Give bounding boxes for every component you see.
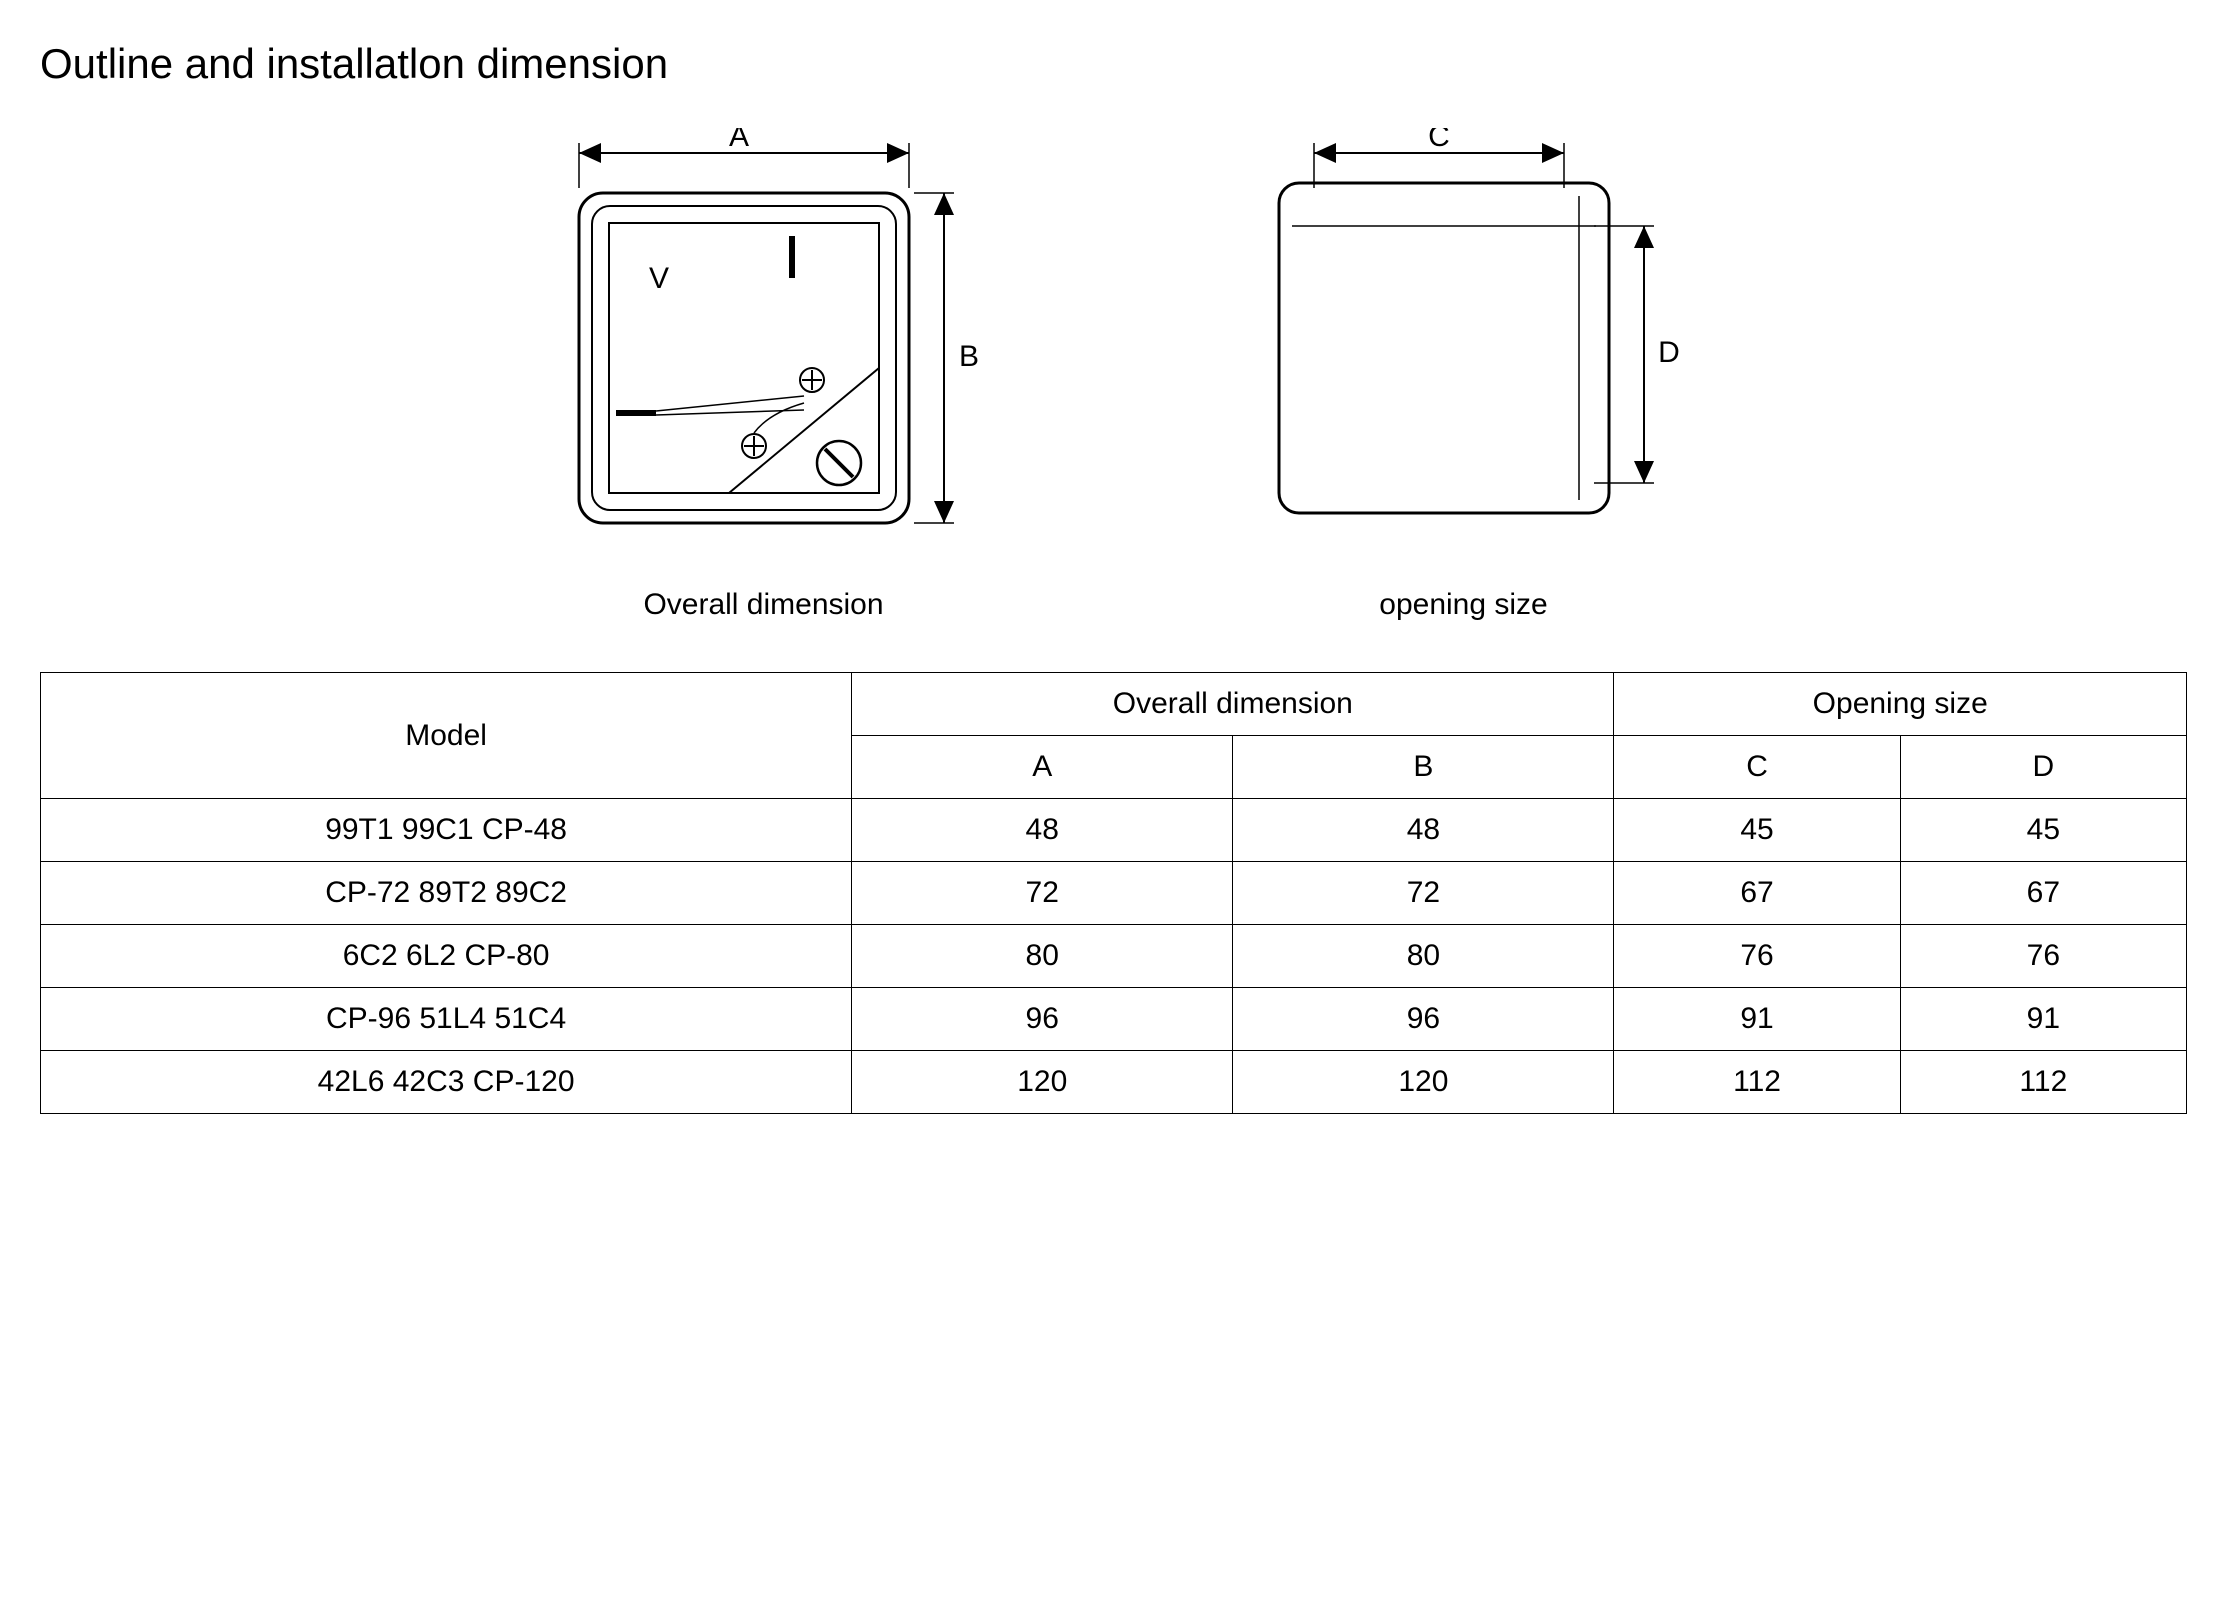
col-b-header: B bbox=[1233, 736, 1614, 799]
table-cell-a: 96 bbox=[852, 988, 1233, 1051]
table-cell-c: 45 bbox=[1614, 799, 1900, 862]
table-cell-model: 99T1 99C1 CP-48 bbox=[41, 799, 852, 862]
table-cell-c: 67 bbox=[1614, 862, 1900, 925]
table-cell-d: 91 bbox=[1900, 988, 2186, 1051]
meter-v-label: V bbox=[649, 262, 669, 295]
table-row: 99T1 99C1 CP-4848484545 bbox=[41, 799, 2187, 862]
table-cell-d: 45 bbox=[1900, 799, 2186, 862]
table-cell-b: 48 bbox=[1233, 799, 1614, 862]
table-cell-c: 76 bbox=[1614, 925, 1900, 988]
table-cell-b: 72 bbox=[1233, 862, 1614, 925]
opening-size-diagram: C D opening size bbox=[1224, 128, 1704, 622]
dim-d-label: D bbox=[1658, 336, 1680, 369]
col-opening-header: Opening size bbox=[1614, 673, 2187, 736]
table-row: CP-96 51L4 51C496969191 bbox=[41, 988, 2187, 1051]
table-cell-c: 112 bbox=[1614, 1051, 1900, 1114]
table-cell-b: 80 bbox=[1233, 925, 1614, 988]
table-cell-a: 48 bbox=[852, 799, 1233, 862]
diagrams-row: A B V bbox=[40, 128, 2187, 622]
col-overall-header: Overall dimension bbox=[852, 673, 1614, 736]
adjust-screw-icon bbox=[817, 441, 861, 485]
table-row: CP-72 89T2 89C272726767 bbox=[41, 862, 2187, 925]
col-a-header: A bbox=[852, 736, 1233, 799]
overall-dimension-diagram: A B V bbox=[524, 128, 1004, 622]
overall-dimension-caption: Overall dimension bbox=[643, 588, 883, 622]
table-cell-a: 120 bbox=[852, 1051, 1233, 1114]
col-model-header: Model bbox=[41, 673, 852, 799]
table-cell-model: 6C2 6L2 CP-80 bbox=[41, 925, 852, 988]
table-cell-b: 120 bbox=[1233, 1051, 1614, 1114]
table-cell-b: 96 bbox=[1233, 988, 1614, 1051]
dim-c-label: C bbox=[1428, 128, 1450, 153]
table-cell-model: CP-96 51L4 51C4 bbox=[41, 988, 852, 1051]
table-cell-a: 72 bbox=[852, 862, 1233, 925]
table-cell-d: 67 bbox=[1900, 862, 2186, 925]
dim-b-label: B bbox=[958, 340, 978, 373]
dimensions-table: Model Overall dimension Opening size A B… bbox=[40, 672, 2187, 1114]
opening-svg: C D bbox=[1224, 128, 1704, 558]
table-cell-d: 112 bbox=[1900, 1051, 2186, 1114]
table-row: 42L6 42C3 CP-120120120112112 bbox=[41, 1051, 2187, 1114]
table-cell-c: 91 bbox=[1614, 988, 1900, 1051]
page-title: Outline and installatlon dimension bbox=[40, 40, 2187, 88]
col-c-header: C bbox=[1614, 736, 1900, 799]
needle-top-mark bbox=[789, 236, 795, 278]
table-cell-model: CP-72 89T2 89C2 bbox=[41, 862, 852, 925]
screw-icon bbox=[800, 368, 824, 392]
table-cell-a: 80 bbox=[852, 925, 1233, 988]
table-cell-d: 76 bbox=[1900, 925, 2186, 988]
col-d-header: D bbox=[1900, 736, 2186, 799]
meter-front-svg: A B V bbox=[524, 128, 1004, 558]
dim-a-label: A bbox=[728, 128, 748, 153]
screw-icon bbox=[742, 434, 766, 458]
opening-size-caption: opening size bbox=[1379, 588, 1547, 622]
table-row: 6C2 6L2 CP-8080807676 bbox=[41, 925, 2187, 988]
table-cell-model: 42L6 42C3 CP-120 bbox=[41, 1051, 852, 1114]
